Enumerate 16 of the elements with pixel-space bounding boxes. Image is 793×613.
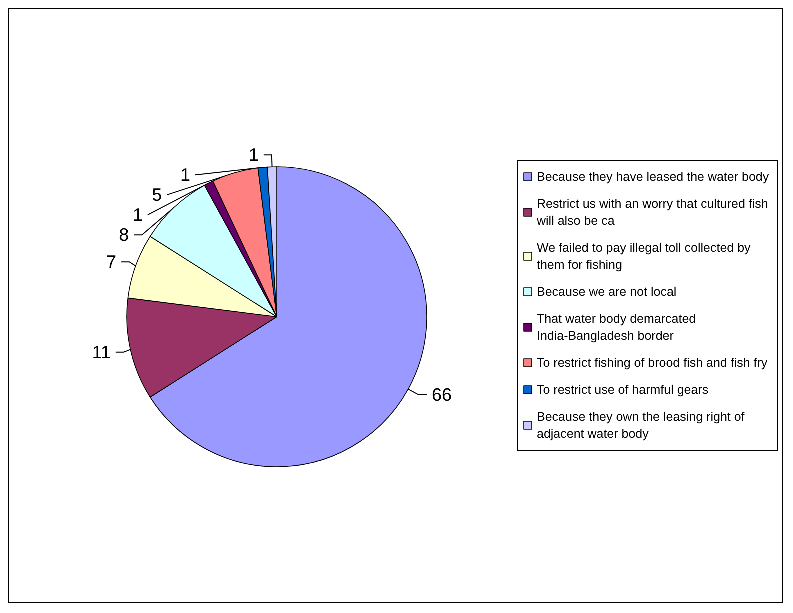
legend-label: To restrict use of harmful gears <box>537 383 709 397</box>
legend-label: That water body demarcated India-Bangladesh border <box>537 312 700 343</box>
data-label: 1 <box>248 145 259 166</box>
data-label: 7 <box>106 252 117 272</box>
legend-label: To restrict fishing of brood fish and fish fry <box>537 356 768 370</box>
legend-label: We failed to pay illegal toll collected by them for fishing <box>537 241 754 272</box>
legend-label: Because we are not local <box>537 285 677 299</box>
legend-label: Because they have leased the water body <box>537 170 770 184</box>
data-label: 1 <box>132 205 143 226</box>
legend-label: Restrict us with an worry that cultured fish will also be ca <box>536 197 772 228</box>
legend-label: Because they own the leasing right of adjacent water body <box>537 410 748 441</box>
data-label: 66 <box>432 385 452 406</box>
data-label: 11 <box>92 342 111 362</box>
data-label: 1 <box>180 165 191 186</box>
data-label: 8 <box>119 225 130 246</box>
data-label: 5 <box>152 185 162 206</box>
